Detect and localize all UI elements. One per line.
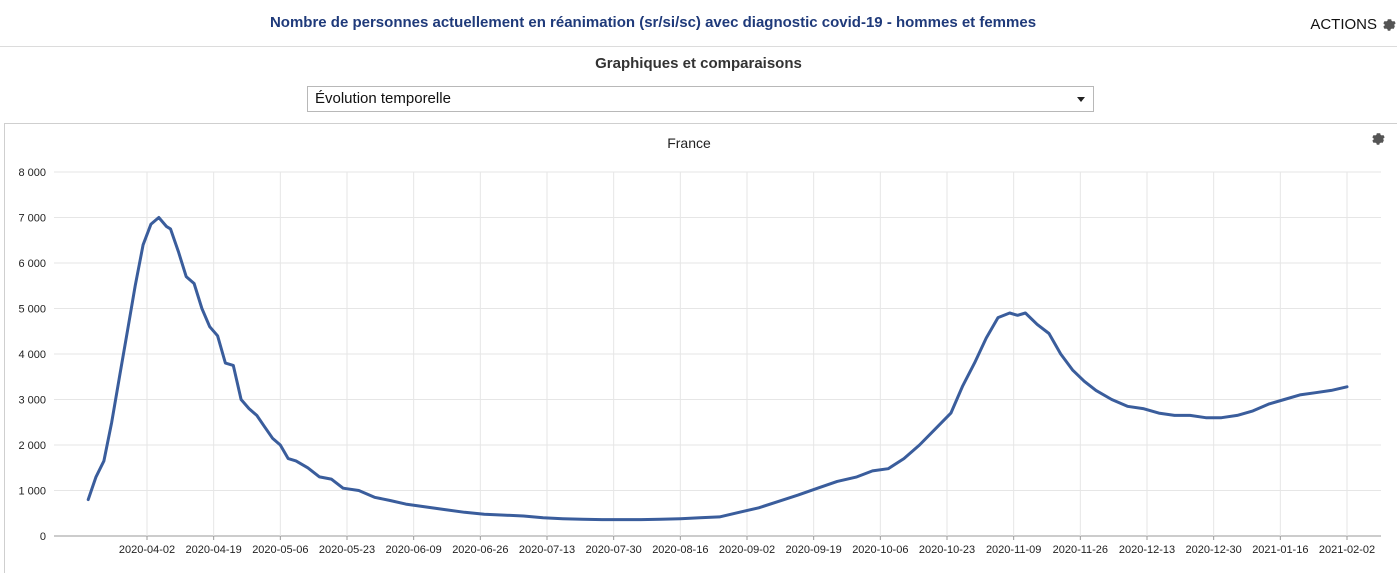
chart-settings-gear-icon[interactable] <box>1370 131 1386 147</box>
x-tick-label: 2020-06-09 <box>386 544 442 556</box>
view-select-value: Évolution temporelle <box>315 90 451 107</box>
x-tick-label: 2020-11-09 <box>986 544 1041 556</box>
x-tick-label: 2020-05-23 <box>319 544 375 556</box>
x-tick-label: 2020-04-02 <box>119 544 175 556</box>
x-tick-label: 2020-07-30 <box>586 544 642 556</box>
x-tick-label: 2021-01-16 <box>1252 544 1308 556</box>
x-tick-label: 2020-11-26 <box>1053 544 1108 556</box>
chart-title: France <box>667 135 711 151</box>
x-tick-label: 2020-09-02 <box>719 544 775 556</box>
x-tick-label: 2021-02-02 <box>1319 544 1375 556</box>
section-subtitle: Graphiques et comparaisons <box>595 55 802 72</box>
view-select[interactable]: Évolution temporelle <box>307 86 1094 112</box>
actions-label: ACTIONS <box>1310 16 1377 33</box>
header-divider <box>0 46 1397 47</box>
series-line <box>86 216 1349 522</box>
chevron-down-icon <box>1077 97 1085 102</box>
x-tick-label: 2020-12-13 <box>1119 544 1175 556</box>
x-tick-label: 2020-05-06 <box>252 544 308 556</box>
x-tick-label: 2020-10-06 <box>852 544 908 556</box>
y-tick-label: 0 <box>40 531 46 543</box>
y-tick-label: 7 000 <box>18 213 46 225</box>
x-tick-label: 2020-09-19 <box>786 544 842 556</box>
x-tick-label: 2020-08-16 <box>652 544 708 556</box>
gear-icon <box>1383 18 1396 31</box>
x-tick-label: 2020-12-30 <box>1186 544 1242 556</box>
chart-panel <box>4 123 1397 573</box>
y-tick-label: 4 000 <box>18 349 46 361</box>
x-tick-label: 2020-10-23 <box>919 544 975 556</box>
page-title: Nombre de personnes actuellement en réan… <box>269 14 1037 31</box>
y-tick-label: 6 000 <box>18 258 46 270</box>
x-tick-label: 2020-04-19 <box>186 544 242 556</box>
x-tick-label: 2020-07-13 <box>519 544 575 556</box>
x-tick-label: 2020-06-26 <box>452 544 508 556</box>
actions-button[interactable]: ACTIONS <box>1310 16 1397 33</box>
y-tick-label: 5 000 <box>18 304 46 316</box>
y-tick-label: 3 000 <box>18 395 46 407</box>
y-tick-label: 8 000 <box>18 167 46 179</box>
y-tick-label: 1 000 <box>18 486 46 498</box>
y-tick-label: 2 000 <box>18 440 46 452</box>
